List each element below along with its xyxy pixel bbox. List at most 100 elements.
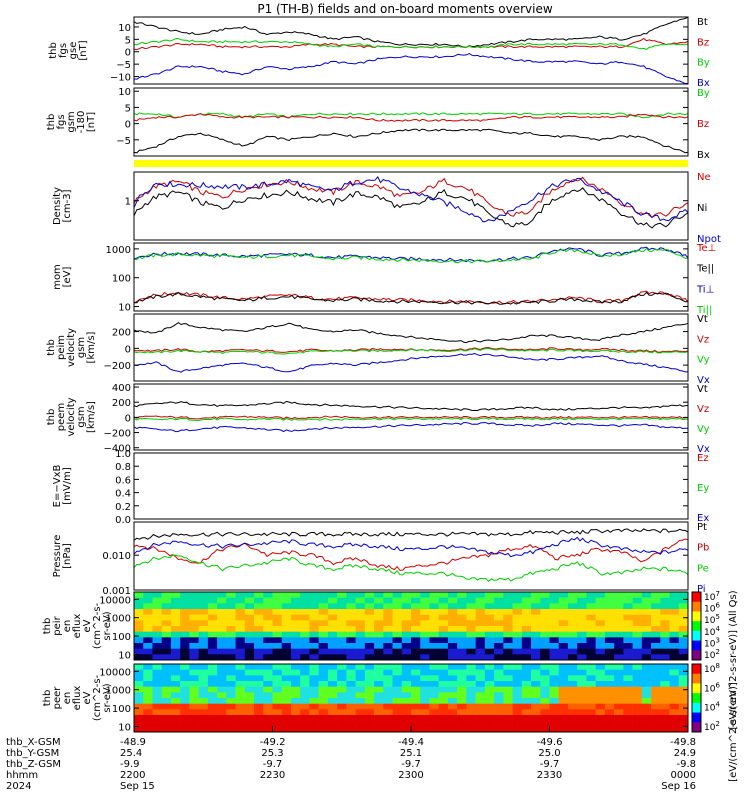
- spectrogram-cell: [549, 637, 560, 644]
- spectrogram-cell: [466, 681, 476, 687]
- spectrogram-cell: [614, 703, 624, 710]
- spectrogram-cell: [531, 631, 541, 638]
- series-line-By: [133, 37, 689, 50]
- spectrogram-cell: [484, 637, 495, 644]
- spectrogram-cell: [558, 686, 569, 693]
- spectrogram-cell: [623, 643, 633, 649]
- spectrogram-cell: [207, 626, 218, 632]
- spectrogram-cell: [512, 597, 523, 604]
- spectrogram-cell: [327, 726, 338, 733]
- spectrogram-cell: [512, 686, 523, 693]
- spectrogram-cell: [420, 726, 430, 733]
- spectrogram-cell: [198, 715, 209, 721]
- spectrogram-cell: [586, 626, 596, 632]
- spectrogram-cell: [207, 686, 218, 693]
- spectrogram-cell: [170, 664, 181, 670]
- spectrogram-cell: [429, 620, 439, 627]
- spectrogram-cell: [651, 726, 661, 733]
- spectrogram-cell: [290, 709, 301, 716]
- spectrogram-cell: [623, 609, 633, 615]
- y-axis-label-line: eflux: [72, 614, 83, 639]
- spectrogram-cell: [660, 620, 670, 627]
- spectrogram-cell: [272, 692, 283, 699]
- spectrogram-cell: [217, 597, 227, 604]
- spectrogram-cell: [457, 686, 467, 693]
- spectrogram-cell: [309, 620, 319, 627]
- spectrogram-cell: [263, 681, 273, 687]
- spectrogram-cell: [623, 664, 633, 670]
- spectrogram-cell: [180, 631, 190, 638]
- spectrogram-cell: [660, 709, 670, 716]
- x-row-value: 25.1: [400, 748, 422, 759]
- legend-entry-Vt: Vt: [697, 384, 708, 395]
- spectrogram-cell: [290, 692, 301, 699]
- spectrogram-cell: [217, 709, 227, 716]
- spectrogram-cell: [586, 726, 596, 733]
- spectrogram-cell: [632, 609, 643, 615]
- spectrogram-cell: [364, 614, 375, 621]
- spectrogram-cell: [318, 637, 329, 644]
- spectrogram-cell: [383, 720, 393, 727]
- spectrogram-cell: [207, 664, 218, 670]
- spectrogram-cell: [438, 648, 449, 655]
- spectrogram-cell: [327, 698, 338, 704]
- spectrogram-cell: [355, 648, 366, 655]
- spectrogram-cell: [558, 698, 569, 704]
- spectrogram-cell: [466, 664, 476, 670]
- spectrogram-cell: [438, 692, 449, 699]
- spectrogram-cell: [475, 664, 486, 670]
- y-tick-label: 0.8: [115, 462, 131, 473]
- spectrogram-cell: [660, 637, 670, 644]
- y-axis-label-line: [eV]: [62, 267, 73, 288]
- y-axis-label-line: fgs: [56, 114, 67, 129]
- spectrogram-cell: [244, 643, 255, 649]
- spectrogram-cell: [290, 631, 301, 638]
- spectrogram-cell: [217, 648, 227, 655]
- spectrogram-cell: [263, 692, 273, 699]
- spectrogram-cell: [355, 592, 366, 598]
- spectrogram-cell: [438, 715, 449, 721]
- spectrogram-cell: [678, 720, 689, 727]
- spectrogram-cell: [180, 686, 190, 693]
- spectrogram-cell: [632, 709, 643, 716]
- spectrogram-cell: [632, 720, 643, 727]
- spectrogram-cell: [614, 614, 624, 621]
- spectrogram-cell: [503, 620, 513, 627]
- x-row-label: thb_X-GSM: [6, 737, 61, 748]
- spectrogram-cell: [226, 692, 236, 699]
- spectrogram-cell: [632, 592, 643, 598]
- spectrogram-cell: [300, 609, 310, 615]
- spectrogram-cell: [170, 648, 181, 655]
- spectrogram-cell: [411, 698, 421, 704]
- spectrogram-cell: [337, 715, 347, 721]
- spectrogram-cell: [595, 631, 606, 638]
- spectrogram-cell: [254, 597, 264, 604]
- spectrogram-cell: [558, 648, 569, 655]
- spectrogram-cell: [401, 703, 412, 710]
- spectrogram-cell: [457, 609, 467, 615]
- spectrogram-cell: [217, 603, 227, 610]
- spectrogram-cell: [540, 654, 550, 661]
- spectrogram-cell: [466, 692, 476, 699]
- spectrogram-cell: [429, 698, 439, 704]
- spectrogram-cell: [604, 703, 615, 710]
- spectrogram-cell: [170, 698, 181, 704]
- spectrogram-cell: [244, 609, 255, 615]
- colorbar-segment: [692, 630, 701, 641]
- spectrogram-cell: [595, 637, 606, 644]
- spectrogram-cell: [558, 709, 569, 716]
- spectrogram-cell: [355, 698, 366, 704]
- spectrogram-cell: [355, 720, 366, 727]
- spectrogram-cell: [374, 720, 384, 727]
- spectrogram-cell: [207, 643, 218, 649]
- spectrogram-cell: [244, 654, 255, 661]
- spectrogram-cell: [180, 681, 190, 687]
- spectrogram-cell: [567, 709, 578, 716]
- spectrogram-cell: [466, 631, 476, 638]
- spectrogram-cell: [364, 669, 375, 676]
- legend-entry-Pi: Pi: [697, 584, 706, 595]
- spectrogram-cell: [512, 715, 523, 721]
- legend-entry-Pb: Pb: [697, 543, 709, 554]
- spectrogram-cell: [337, 681, 347, 687]
